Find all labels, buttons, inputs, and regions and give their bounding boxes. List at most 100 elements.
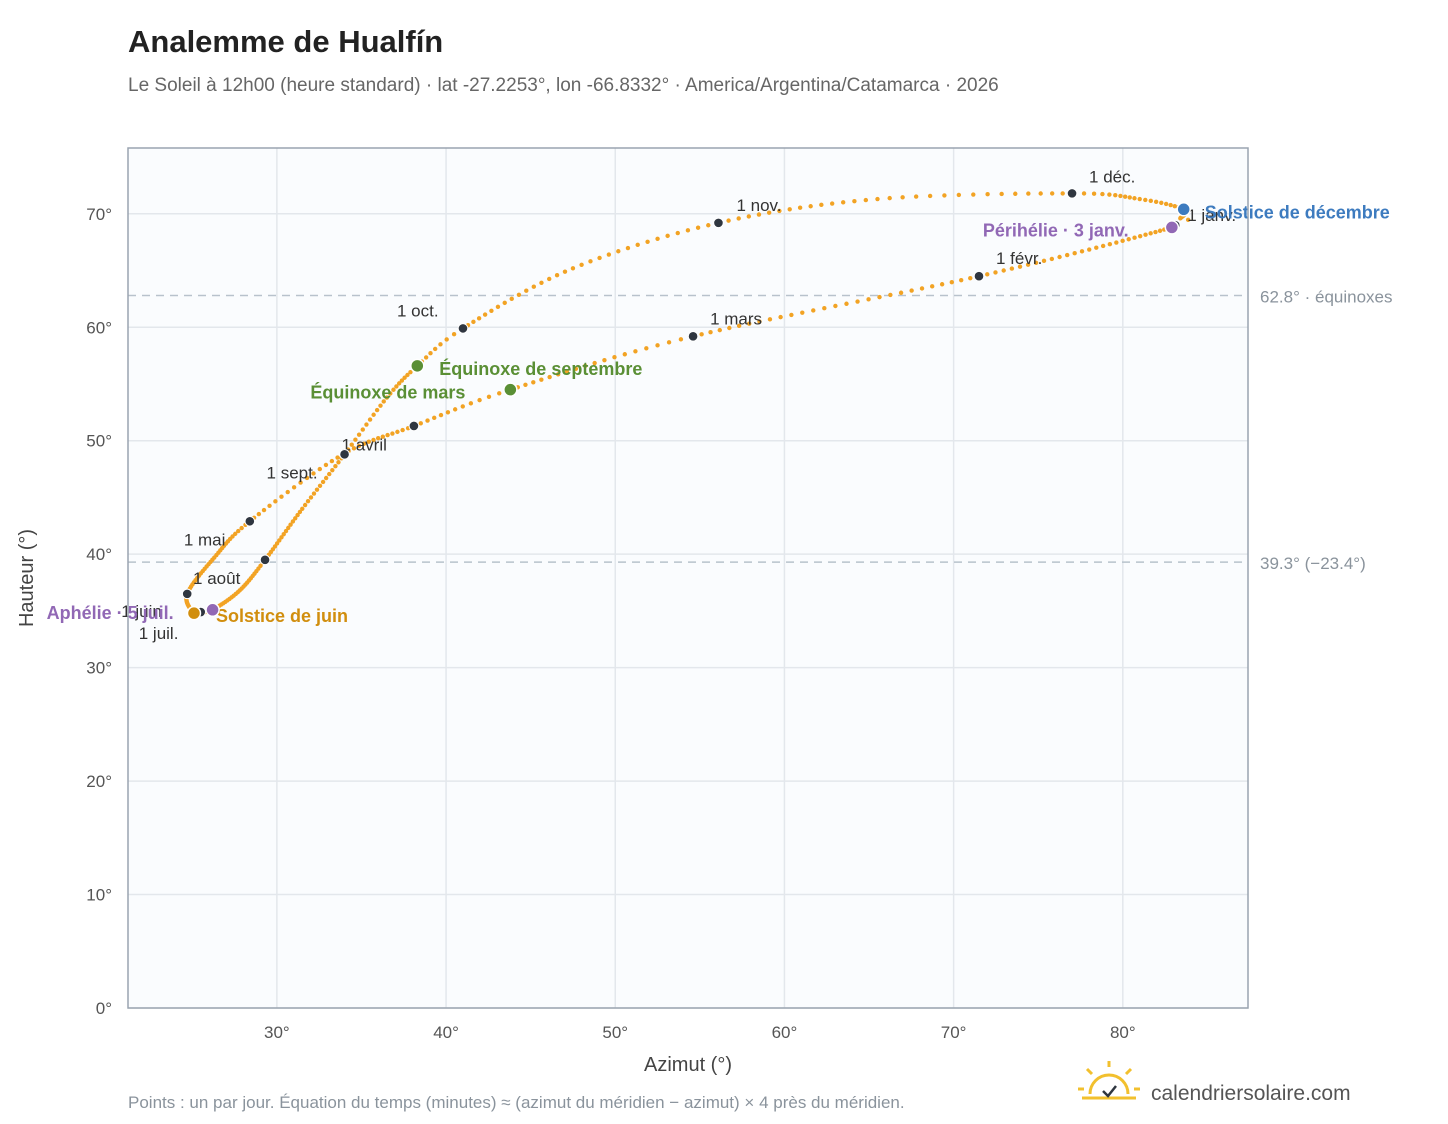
daily-sun-point: [279, 494, 284, 499]
daily-sun-point: [381, 399, 386, 404]
daily-sun-point: [822, 306, 827, 311]
daily-sun-point: [655, 236, 660, 241]
daily-sun-point: [239, 525, 244, 531]
daily-sun-point: [385, 432, 390, 438]
daily-sun-point: [477, 397, 482, 403]
daily-sun-point: [1049, 191, 1055, 196]
daily-sun-point: [539, 280, 544, 285]
daily-sun-point: [509, 296, 514, 302]
daily-sun-point: [323, 475, 329, 481]
chart-subtitle: Le Soleil à 12h00 (heure standard) · lat…: [128, 75, 999, 96]
daily-sun-point: [1009, 266, 1015, 271]
daily-sun-point: [400, 427, 405, 433]
month-label: 1 févr.: [996, 249, 1042, 268]
daily-sun-point: [293, 516, 298, 521]
daily-sun-point: [396, 381, 402, 386]
daily-sun-point: [1126, 237, 1131, 242]
daily-sun-point: [1113, 193, 1118, 198]
daily-sun-point: [360, 427, 365, 432]
y-tick-label: 30°: [86, 659, 112, 678]
daily-sun-point: [564, 369, 570, 374]
daily-sun-point: [855, 299, 860, 304]
daily-sun-point: [1094, 245, 1099, 250]
month-label: 1 août: [193, 569, 241, 588]
daily-sun-point: [956, 192, 962, 198]
event-label: Équinoxe de mars: [310, 382, 465, 403]
month-label: 1 janv.: [1187, 206, 1236, 225]
daily-sun-point: [256, 511, 262, 517]
sun-logo-icon: [1078, 1061, 1140, 1100]
daily-sun-point: [939, 282, 945, 287]
daily-sun-point: [888, 292, 893, 298]
daily-sun-point: [524, 288, 529, 293]
daily-sun-point: [756, 212, 762, 217]
daily-sun-point: [665, 233, 670, 239]
daily-sun-point: [502, 300, 507, 306]
daily-sun-point: [1137, 196, 1142, 202]
daily-sun-point: [277, 538, 282, 543]
daily-sun-point: [460, 404, 465, 409]
daily-sun-point: [811, 308, 816, 313]
daily-sun-point: [588, 259, 593, 264]
daily-sun-point: [1107, 242, 1113, 247]
event-label: Aphélie · 5 juil.: [47, 603, 174, 623]
daily-sun-point: [356, 432, 362, 437]
daily-sun-point: [367, 417, 373, 422]
daily-sun-point: [1049, 256, 1055, 262]
daily-sun-point: [968, 275, 973, 281]
daily-sun-point: [757, 319, 762, 324]
daily-sun-point: [789, 312, 794, 318]
daily-sun-point: [1017, 264, 1023, 269]
daily-sun-point: [767, 317, 773, 322]
daily-sun-point: [602, 357, 607, 363]
daily-sun-point: [582, 363, 588, 369]
daily-sun-point: [311, 471, 316, 476]
daily-sun-point: [317, 466, 322, 472]
month-marker: [457, 323, 469, 334]
daily-sun-point: [1033, 260, 1039, 265]
daily-sun-point: [297, 509, 303, 515]
grid-lines: [128, 148, 1248, 1009]
daily-sun-point: [380, 434, 386, 439]
daily-sun-point: [330, 467, 335, 473]
daily-sun-point: [1041, 258, 1047, 264]
daily-sun-point: [746, 214, 752, 219]
daily-sun-point: [1122, 194, 1128, 199]
daily-sun-point: [942, 193, 947, 198]
daily-sun-point: [445, 410, 451, 415]
reference-lines: 62.8° · équinoxes 39.3° (−23.4°): [128, 287, 1393, 573]
daily-sun-point: [887, 195, 892, 201]
daily-sun-point: [374, 407, 380, 413]
daily-sun-point: [797, 205, 803, 210]
daily-sun-point: [717, 327, 722, 333]
daily-sun-point: [233, 531, 238, 537]
daily-sun-point: [844, 301, 849, 306]
daily-sun-point: [261, 507, 267, 513]
daily-sun-point: [425, 418, 430, 423]
daily-sun-point: [949, 279, 955, 285]
daily-sun-point: [290, 519, 296, 524]
event-label: Solstice de juin: [216, 606, 348, 626]
daily-sun-point: [438, 342, 443, 347]
daily-sun-point: [405, 372, 410, 378]
daily-sun-point: [913, 194, 919, 199]
daily-sun-point: [1072, 251, 1077, 256]
daily-sun-point: [909, 288, 914, 293]
daily-sun-point: [471, 319, 476, 325]
daily-sun-point: [495, 304, 501, 310]
daily-sun-point: [547, 374, 552, 380]
daily-sun-point: [877, 294, 882, 300]
y-tick-label: 70°: [86, 205, 112, 224]
daily-sun-point: [1025, 262, 1031, 267]
daily-sun-point: [1013, 191, 1018, 196]
daily-sun-point: [432, 346, 438, 352]
daily-sun-point: [432, 415, 437, 421]
daily-sun-point: [708, 330, 713, 335]
y-axis-ticks: 0° 10° 20° 30° 40° 50° 60° 70°: [86, 205, 112, 1018]
daily-sun-point: [1143, 197, 1148, 203]
daily-sun-point: [486, 394, 492, 399]
daily-sun-point: [336, 460, 341, 465]
daily-sun-point: [531, 284, 537, 289]
x-tick-label: 30°: [264, 1023, 290, 1042]
month-label: 1 avril: [342, 435, 387, 454]
